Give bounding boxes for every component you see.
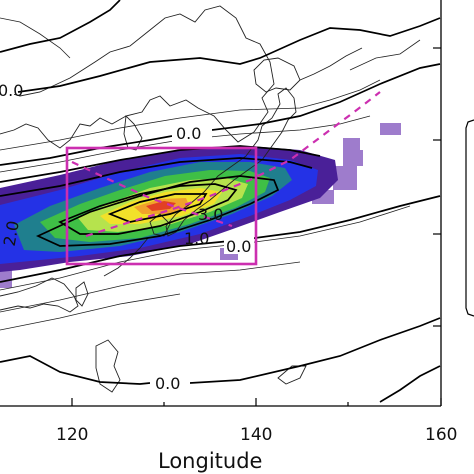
coastline-hokkaido	[253, 57, 301, 93]
thin-contours	[0, 17, 421, 331]
coastline-china-south	[0, 277, 79, 313]
coastline-ryukyu	[103, 237, 149, 277]
contour-zero-south	[189, 317, 441, 384]
coastline-asia	[0, 5, 275, 149]
contour-label: 0.0	[176, 124, 201, 143]
contour-band	[0, 145, 321, 183]
ridge-dashed-line	[71, 161, 233, 228]
label-backdrop	[150, 374, 190, 392]
coastline-philippines	[95, 339, 121, 393]
coastline-korea	[123, 115, 143, 151]
cell	[0, 268, 12, 288]
coastline-kyushu	[149, 213, 171, 237]
coastline-kuril	[299, 47, 363, 81]
coastlines	[0, 5, 363, 393]
cell	[343, 150, 363, 166]
anomaly-field	[0, 146, 338, 272]
thin-contour	[0, 293, 181, 331]
label-backdrop	[172, 124, 212, 142]
cell	[343, 138, 360, 150]
contour-label: 0.0	[226, 237, 251, 256]
contour-label: 1.0	[184, 229, 209, 248]
contour-label: 0.0	[0, 81, 23, 100]
contour-zero-south	[0, 355, 151, 385]
colorbar-edge	[465, 119, 474, 317]
thin-contour	[0, 261, 301, 313]
ridge-dashed-line	[85, 91, 381, 238]
coastline-taiwan	[75, 281, 89, 307]
contour-zero-mid	[211, 63, 441, 131]
thin-contour	[0, 79, 381, 151]
x-tick-label: 120	[56, 425, 88, 445]
region-box	[65, 146, 258, 266]
contour-label: 2.0	[0, 219, 23, 247]
thin-contour	[0, 205, 411, 291]
contour-label: 3.0	[198, 205, 223, 224]
contour-inner	[58, 183, 238, 235]
x-tick-label: 160	[425, 425, 457, 445]
x-tick-label: 140	[240, 425, 272, 445]
thin-contour	[349, 39, 421, 71]
contour-labels: 0.0 0.0 0.0 1.0 2.0 3.0 0.0	[0, 80, 254, 393]
contour-inner	[35, 175, 280, 247]
y-ticks	[433, 47, 441, 327]
contour-zero-north	[17, 17, 441, 93]
x-axis-title: Longitude	[158, 449, 262, 473]
contour-label: 0.0	[155, 374, 180, 393]
x-ticks	[71, 398, 442, 406]
contour-band	[0, 157, 313, 197]
coastline-japan	[165, 87, 297, 237]
thin-contour	[0, 17, 71, 59]
contour-zero-north	[0, 0, 121, 53]
label-backdrop	[224, 236, 254, 254]
cell	[380, 123, 401, 135]
label-backdrop	[0, 80, 14, 100]
contour-far-south	[379, 365, 441, 403]
